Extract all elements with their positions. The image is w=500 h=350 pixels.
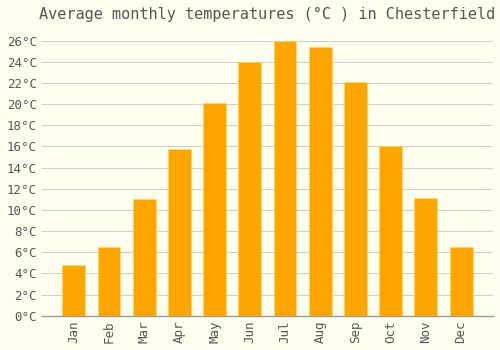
Bar [274,41,296,316]
Bar [450,247,472,316]
Bar [414,198,438,316]
Bar [238,62,262,316]
Bar [98,247,120,316]
Bar [132,199,156,316]
Bar [62,265,85,316]
Bar [309,47,332,316]
Title: Average monthly temperatures (°C ) in Chesterfield: Average monthly temperatures (°C ) in Ch… [40,7,496,22]
Bar [203,103,226,316]
Bar [379,146,402,316]
Bar [168,148,191,316]
Bar [344,82,367,316]
